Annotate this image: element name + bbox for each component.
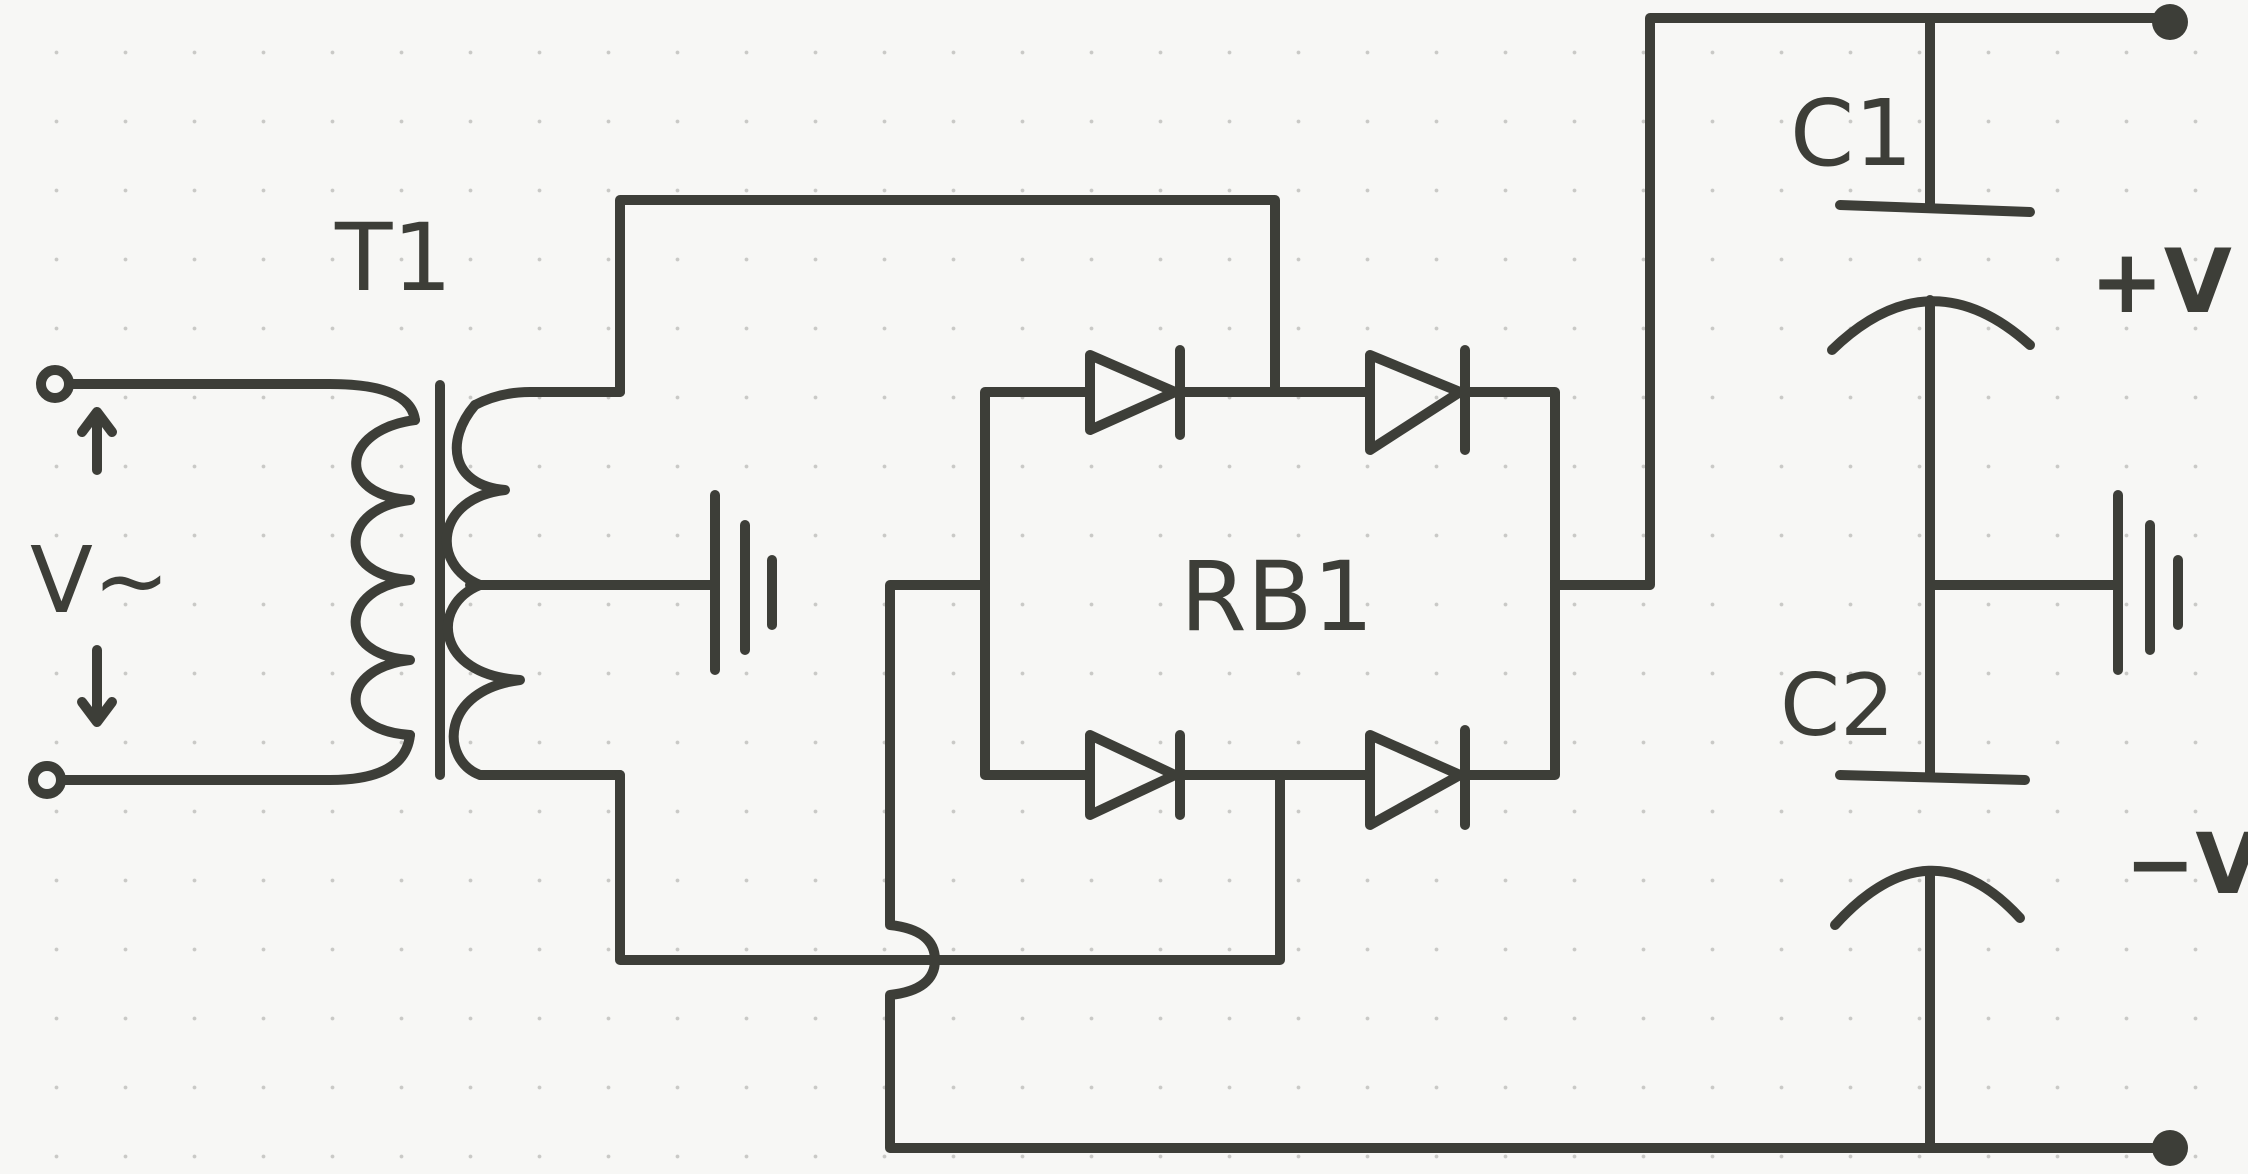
diode-triangle <box>1365 350 1465 455</box>
diode-bottom-right <box>1365 725 1470 830</box>
primary-coil <box>350 415 420 740</box>
negative-voltage-label: −V <box>2125 815 2248 913</box>
diode-triangle <box>1085 730 1180 820</box>
primary-lead-top <box>64 379 420 425</box>
secondary-top-lead <box>470 387 625 410</box>
bridge-label: RB1 <box>1180 541 1374 653</box>
primary-lead-bottom <box>56 730 415 785</box>
secondary-coil-lower <box>443 580 525 780</box>
cap2-plate-flat <box>1835 770 2030 785</box>
input-voltage-label: V~ <box>30 527 170 634</box>
transformer-label: T1 <box>334 204 452 313</box>
cap1-label: C1 <box>1790 80 1913 187</box>
diode-top-right <box>1365 345 1470 455</box>
rectifier-bridge-rb1 <box>980 345 1560 830</box>
cap2-label: C2 <box>1780 656 1895 756</box>
ground-symbol-right <box>2113 490 2183 675</box>
positive-voltage-label: +V <box>2090 230 2232 333</box>
secondary-coil-upper <box>441 400 510 590</box>
bridge-bottom-rail <box>980 580 1560 780</box>
arrow-down-icon <box>77 645 117 727</box>
arrow-up-icon <box>77 407 117 475</box>
diode-bottom-left <box>1085 730 1185 820</box>
wire-bridge-positive <box>1550 13 2173 590</box>
output-terminal-negative <box>2152 1130 2188 1166</box>
bridge-top-rail <box>980 387 1560 590</box>
diode-triangle <box>1365 730 1465 830</box>
input-voltage-arrows <box>77 407 117 727</box>
diode-triangle <box>1085 350 1180 435</box>
input-terminals <box>28 365 420 799</box>
capacitor-c2 <box>1830 770 2030 1153</box>
ground-symbol-left <box>710 490 777 675</box>
cap1-plate-flat <box>1835 200 2035 217</box>
diode-top-left <box>1085 345 1185 440</box>
transformer-t1 <box>350 380 625 780</box>
output-terminal-positive <box>2152 4 2188 40</box>
wire-secondary-top-to-bridge <box>615 195 1280 397</box>
wire-secondary-bottom-to-bridge <box>615 770 1285 965</box>
wire-bridge-negative <box>885 580 1935 1153</box>
